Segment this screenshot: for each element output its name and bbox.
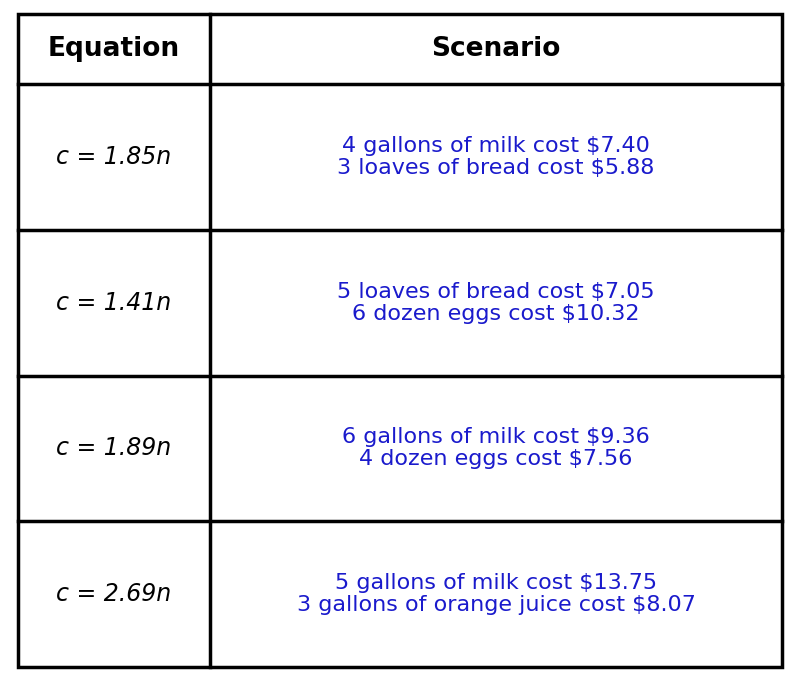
Text: c = 1.85n: c = 1.85n (56, 145, 172, 169)
Text: c = 1.41n: c = 1.41n (56, 291, 172, 315)
Text: Equation: Equation (48, 36, 180, 62)
Text: c = 2.69n: c = 2.69n (56, 582, 172, 606)
Text: c = 1.89n: c = 1.89n (56, 437, 172, 460)
Text: 3 gallons of orange juice cost $8.07: 3 gallons of orange juice cost $8.07 (297, 595, 695, 615)
Text: 3 loaves of bread cost $5.88: 3 loaves of bread cost $5.88 (338, 158, 654, 178)
Text: 5 loaves of bread cost $7.05: 5 loaves of bread cost $7.05 (337, 282, 655, 302)
Text: Scenario: Scenario (431, 36, 561, 62)
Text: 4 gallons of milk cost $7.40: 4 gallons of milk cost $7.40 (342, 136, 650, 156)
Text: 6 gallons of milk cost $9.36: 6 gallons of milk cost $9.36 (342, 428, 650, 447)
Text: 6 dozen eggs cost $10.32: 6 dozen eggs cost $10.32 (352, 304, 640, 323)
Text: 5 gallons of milk cost $13.75: 5 gallons of milk cost $13.75 (335, 573, 657, 593)
Text: 4 dozen eggs cost $7.56: 4 dozen eggs cost $7.56 (359, 449, 633, 469)
